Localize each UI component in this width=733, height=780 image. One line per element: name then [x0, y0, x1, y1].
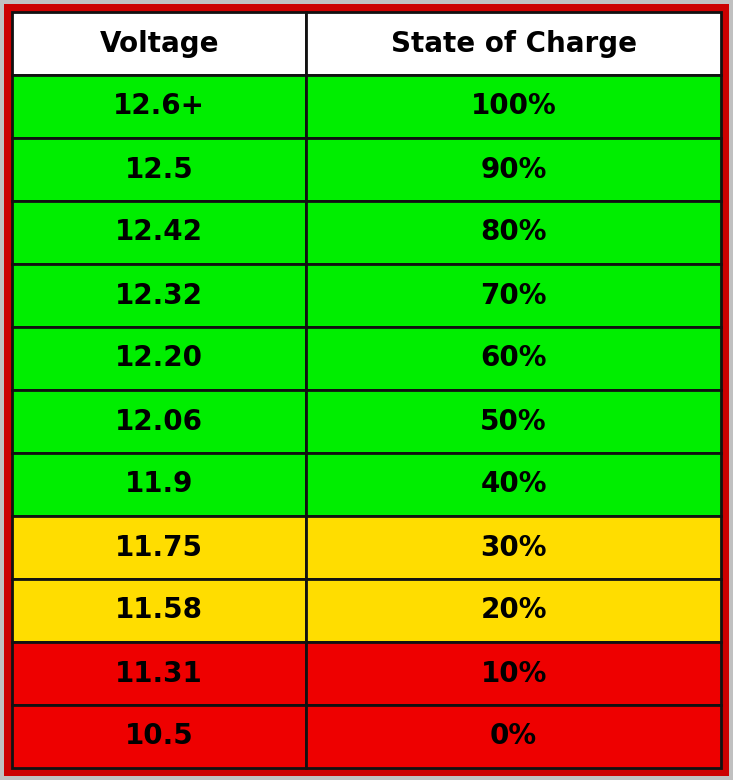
Text: 12.06: 12.06 [115, 407, 203, 435]
Bar [12, 138, 306, 201]
Text: 12.5: 12.5 [125, 155, 194, 183]
Text: 12.32: 12.32 [115, 282, 203, 310]
Text: 30%: 30% [480, 534, 547, 562]
Text: State of Charge: State of Charge [391, 30, 637, 58]
Bar [306, 705, 721, 768]
Text: 0%: 0% [490, 722, 537, 750]
Bar [306, 327, 721, 390]
Text: 11.75: 11.75 [115, 534, 203, 562]
Text: 11.9: 11.9 [125, 470, 194, 498]
Bar [12, 705, 306, 768]
Text: 12.6+: 12.6+ [113, 93, 205, 120]
Text: 11.31: 11.31 [115, 660, 203, 687]
Bar [12, 642, 306, 705]
Bar [12, 327, 306, 390]
Bar [12, 390, 306, 453]
Bar [12, 516, 306, 579]
Text: 60%: 60% [480, 345, 547, 373]
Text: Voltage: Voltage [100, 30, 219, 58]
Text: 11.58: 11.58 [115, 597, 203, 625]
Text: 80%: 80% [480, 218, 547, 246]
Text: 12.42: 12.42 [115, 218, 203, 246]
Bar [306, 579, 721, 642]
Bar [306, 390, 721, 453]
Bar [12, 201, 306, 264]
Text: 50%: 50% [480, 407, 547, 435]
Bar [12, 453, 306, 516]
Text: 10%: 10% [480, 660, 547, 687]
Bar [12, 75, 306, 138]
Bar [306, 75, 721, 138]
Text: 40%: 40% [480, 470, 547, 498]
Text: 100%: 100% [471, 93, 556, 120]
Bar [306, 453, 721, 516]
Bar [306, 264, 721, 327]
Bar [306, 138, 721, 201]
Text: 12.20: 12.20 [115, 345, 203, 373]
Text: 90%: 90% [480, 155, 547, 183]
Text: 10.5: 10.5 [125, 722, 194, 750]
Bar [12, 12, 306, 75]
Bar [12, 264, 306, 327]
Bar [306, 516, 721, 579]
Bar [306, 201, 721, 264]
Text: 20%: 20% [480, 597, 547, 625]
Bar [306, 642, 721, 705]
Bar [306, 12, 721, 75]
Bar [12, 579, 306, 642]
Text: 70%: 70% [480, 282, 547, 310]
